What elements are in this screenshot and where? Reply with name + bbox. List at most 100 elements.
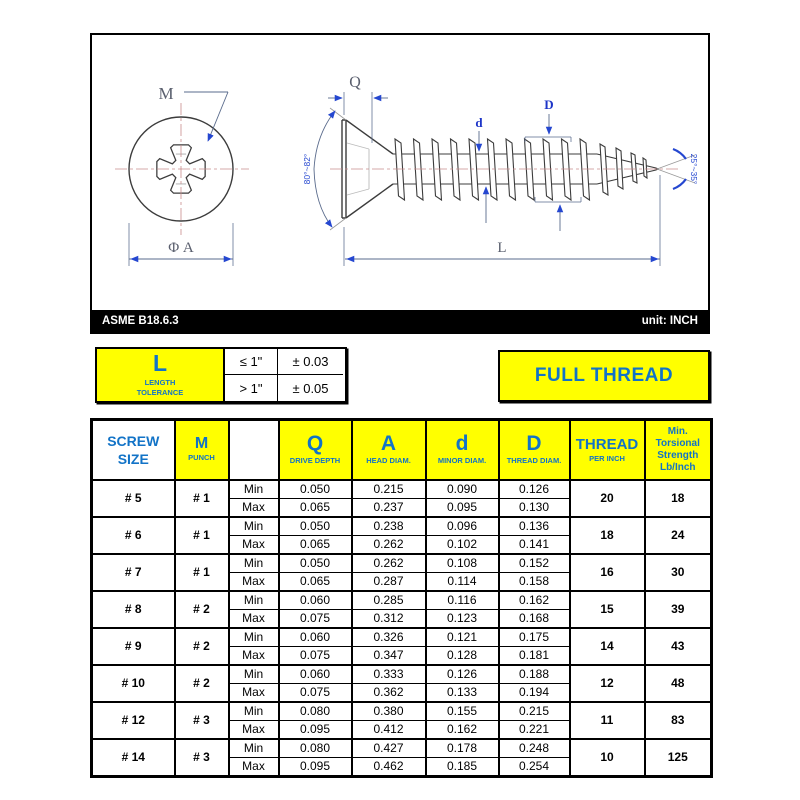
table-row-min: # 9 # 2 Min 0.060 0.326 0.121 0.175 14 4… [90, 626, 713, 666]
max-label-cell: Max [227, 645, 280, 666]
minor-diam-max-cell: 0.114 [424, 571, 500, 592]
full-thread-badge: FULL THREAD [498, 350, 710, 402]
max-label-cell: Max [227, 719, 280, 740]
table-row-min: # 8 # 2 Min 0.060 0.285 0.116 0.162 15 3… [90, 589, 713, 629]
punch-label: M [158, 84, 173, 103]
head-angle-arc-lower [313, 168, 333, 228]
min-label-cell: Min [227, 737, 280, 758]
punch-cell: # 1 [173, 552, 230, 592]
tip-angle-label: 25°~35° [689, 154, 699, 185]
torsional-strength-cell: 30 [643, 552, 713, 592]
head-cone [345, 119, 394, 219]
minor-diam-min-cell: 0.108 [424, 552, 500, 573]
head-diam-max-cell: 0.287 [350, 571, 427, 592]
tolerance-symbol-cell: L LENGTH TOLERANCE [97, 349, 225, 401]
minor-diam-min-cell: 0.090 [424, 478, 500, 499]
table-row-max: Max 0.095 0.462 0.185 0.254 [92, 756, 712, 777]
min-label-cell: Min [227, 626, 280, 647]
thread-diam-min-cell: 0.162 [497, 589, 571, 610]
screw-spec-table: SCREW SIZE M PUNCH Q DRIVE DEPTH A HEAD … [90, 418, 713, 778]
punch-leader-arrow [207, 91, 229, 142]
thread-per-inch-cell: 15 [568, 589, 646, 629]
drive-depth-max-cell: 0.065 [277, 497, 353, 518]
thread-diam-min-cell: 0.215 [497, 700, 571, 721]
drive-depth-max-cell: 0.095 [277, 756, 353, 777]
drive-depth-min-cell: 0.060 [277, 663, 353, 684]
min-label-cell: Min [227, 478, 280, 499]
thread-diam-max-cell: 0.141 [497, 534, 571, 555]
punch-cell: # 1 [173, 478, 230, 518]
thread-diam-min-cell: 0.188 [497, 663, 571, 684]
front-view: M Φ A [115, 84, 249, 266]
min-label-cell: Min [227, 552, 280, 573]
table-row-max: Max 0.075 0.347 0.128 0.181 [92, 645, 712, 666]
col-header-torsional-strength: Min. Torsional Strength Lb/Inch [643, 418, 713, 481]
title-bar: ASME B18.6.3 unit: INCH [92, 310, 708, 332]
drive-depth-min-cell: 0.050 [277, 478, 353, 499]
minor-diam-min-cell: 0.178 [424, 737, 500, 758]
thread-diam-max-cell: 0.221 [497, 719, 571, 740]
drive-depth-label: Q [349, 74, 361, 91]
thread-diam-max-cell: 0.254 [497, 756, 571, 777]
drive-depth-max-cell: 0.075 [277, 645, 353, 666]
drive-depth-max-cell: 0.065 [277, 534, 353, 555]
drive-depth-min-cell: 0.050 [277, 552, 353, 573]
col-header-head-diam: A HEAD DIAM. [350, 418, 427, 481]
tolerance-value-1: ± 0.03 [277, 349, 343, 375]
thread-diam-max-cell: 0.181 [497, 645, 571, 666]
thread-per-inch-cell: 18 [568, 515, 646, 555]
side-view: Q 80°~82° d D 25°~35° L [302, 74, 699, 266]
drawing-frame: M Φ A [90, 33, 710, 334]
drive-depth-min-cell: 0.080 [277, 700, 353, 721]
head-diam-max-cell: 0.312 [350, 608, 427, 629]
head-diam-max-cell: 0.262 [350, 534, 427, 555]
torsional-strength-cell: 18 [643, 478, 713, 518]
thread-diameter-label: D [544, 97, 553, 112]
head-diam-max-cell: 0.237 [350, 497, 427, 518]
minor-diam-min-cell: 0.116 [424, 589, 500, 610]
screw-size-cell: # 7 [90, 552, 176, 592]
unit-label: unit: INCH [641, 315, 698, 327]
torsional-strength-cell: 83 [643, 700, 713, 740]
tip-angle-arrow-upper [672, 147, 687, 160]
thread-diam-bracket-top [524, 136, 572, 142]
minor-diam-max-cell: 0.128 [424, 645, 500, 666]
head-angle-arc-upper [313, 110, 336, 170]
torsional-strength-cell: 48 [643, 663, 713, 703]
max-label-cell: Max [227, 534, 280, 555]
head-diam-min-cell: 0.285 [350, 589, 427, 610]
taper-threads [599, 142, 648, 197]
thread-diam-min-cell: 0.136 [497, 515, 571, 536]
thread-diam-min-cell: 0.248 [497, 737, 571, 758]
minor-diam-max-cell: 0.162 [424, 719, 500, 740]
punch-cell: # 3 [173, 700, 230, 740]
max-label-cell: Max [227, 682, 280, 703]
head-diam-max-cell: 0.462 [350, 756, 427, 777]
drive-depth-max-cell: 0.065 [277, 571, 353, 592]
standard-label: ASME B18.6.3 [102, 315, 179, 327]
table-row-min: # 7 # 1 Min 0.050 0.262 0.108 0.152 16 3… [90, 552, 713, 592]
punch-cell: # 2 [173, 626, 230, 666]
table-row-min: # 6 # 1 Min 0.050 0.238 0.096 0.136 18 2… [90, 515, 713, 555]
max-label-cell: Max [227, 756, 280, 777]
thread-per-inch-cell: 14 [568, 626, 646, 666]
screw-size-cell: # 8 [90, 589, 176, 629]
head-diam-min-cell: 0.326 [350, 626, 427, 647]
col-header-thread-diam: D THREAD DIAM. [497, 418, 571, 481]
table-row-min: # 5 # 1 Min 0.050 0.215 0.090 0.126 20 1… [90, 478, 713, 518]
col-header-punch: M PUNCH [173, 418, 230, 481]
col-header-thread-per-inch: THREAD PER INCH [568, 418, 646, 481]
table-row-min: # 14 # 3 Min 0.080 0.427 0.178 0.248 10 … [90, 737, 713, 777]
col-header-screw-size: SCREW SIZE [90, 418, 176, 481]
screw-size-cell: # 9 [90, 626, 176, 666]
tip-angle-arrow-lower [672, 178, 687, 191]
punch-cell: # 3 [173, 737, 230, 777]
torsional-strength-cell: 125 [643, 737, 713, 777]
torsional-strength-cell: 39 [643, 589, 713, 629]
min-label-cell: Min [227, 663, 280, 684]
thread-per-inch-cell: 10 [568, 737, 646, 777]
punch-cell: # 1 [173, 515, 230, 555]
thread-diam-min-cell: 0.126 [497, 478, 571, 499]
table-row-max: Max 0.075 0.312 0.123 0.168 [92, 608, 712, 629]
thread-diam-min-cell: 0.152 [497, 552, 571, 573]
